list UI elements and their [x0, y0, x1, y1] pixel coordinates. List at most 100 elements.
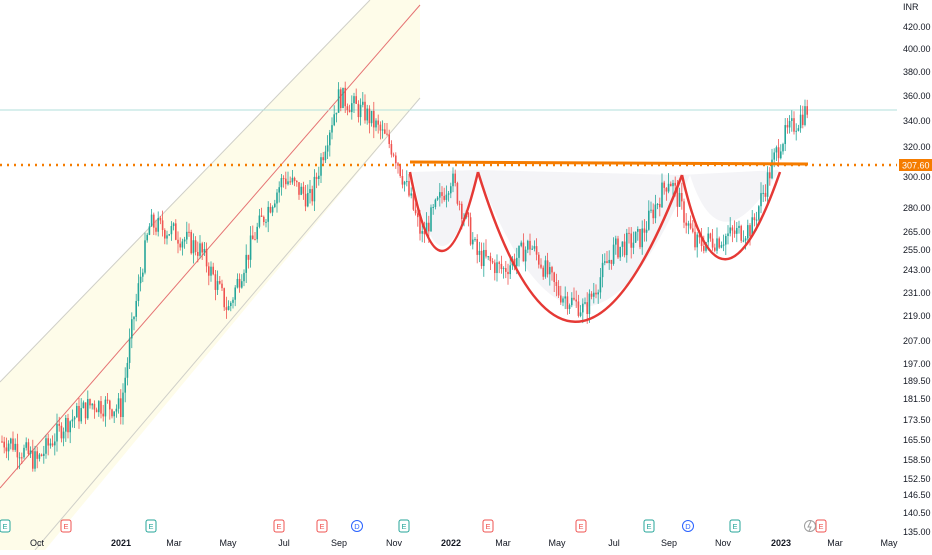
candle: [549, 262, 551, 286]
candle: [432, 203, 434, 215]
x-tick-label: Oct: [30, 538, 45, 548]
candle: [98, 400, 100, 417]
candle: [54, 433, 56, 456]
channel-mid-line: [0, 4, 421, 489]
candle: [267, 201, 269, 233]
event-marker[interactable]: E: [729, 519, 741, 533]
channel-lower-line: [34, 97, 421, 551]
head-curve: [476, 171, 684, 323]
candle: [498, 260, 500, 274]
candle: [353, 92, 355, 113]
candle: [489, 252, 492, 271]
candle: [793, 111, 795, 135]
candle: [1, 435, 3, 444]
candle: [579, 305, 582, 318]
event-marker[interactable]: E: [273, 519, 285, 533]
candle: [452, 167, 454, 193]
candle: [694, 223, 696, 251]
candle: [287, 171, 289, 186]
candle: [386, 123, 388, 136]
y-tick-label: 197.00: [903, 359, 931, 369]
candle: [23, 444, 25, 460]
candle: [546, 252, 549, 278]
y-tick-label: 360.00: [903, 91, 931, 101]
candle: [234, 285, 236, 307]
event-marker-label: E: [148, 522, 153, 531]
candle: [531, 245, 533, 251]
candle: [43, 445, 45, 464]
candle: [476, 234, 478, 264]
y-tick-label: 181.50: [903, 394, 931, 404]
event-marker-label: E: [2, 522, 7, 531]
event-marker[interactable]: D: [351, 520, 363, 532]
event-marker[interactable]: E: [643, 519, 655, 533]
candle: [689, 215, 692, 230]
x-tick-label: Jul: [278, 538, 290, 548]
event-marker-label: D: [685, 522, 691, 531]
candle: [307, 184, 309, 208]
candle: [16, 433, 19, 470]
candle: [381, 120, 384, 139]
candle: [298, 182, 300, 200]
event-marker[interactable]: E: [0, 519, 11, 533]
candle: [494, 259, 496, 281]
candle: [804, 99, 806, 127]
candle: [291, 170, 294, 185]
candle: [500, 255, 503, 274]
candle: [340, 87, 342, 112]
candle: [445, 185, 448, 208]
candle: [100, 395, 102, 419]
event-marker[interactable]: E: [482, 519, 494, 533]
candle: [27, 438, 30, 456]
candle: [331, 117, 333, 140]
x-tick-label: Sep: [661, 538, 677, 548]
event-marker[interactable]: E: [815, 519, 827, 533]
candle: [373, 101, 375, 139]
event-marker-label: E: [646, 522, 651, 531]
candle: [258, 208, 261, 229]
candle: [197, 241, 199, 263]
candle: [542, 265, 544, 280]
candle: [346, 103, 349, 116]
event-marker[interactable]: E: [145, 519, 157, 533]
candle: [265, 219, 267, 228]
candle: [355, 88, 357, 105]
candle: [749, 223, 751, 246]
event-marker[interactable]: D: [682, 520, 694, 532]
candle: [709, 232, 712, 242]
candle: [45, 434, 47, 459]
candle: [300, 183, 302, 196]
candle: [320, 153, 322, 184]
candle: [252, 225, 254, 240]
candle: [139, 267, 142, 292]
candle: [524, 246, 527, 272]
candle: [153, 212, 155, 236]
candle: [483, 242, 485, 277]
candle: [342, 87, 344, 109]
candle: [254, 231, 256, 241]
candle: [401, 169, 404, 189]
candle: [181, 238, 184, 256]
candle: [117, 392, 120, 414]
candle: [663, 180, 665, 195]
candle: [672, 179, 674, 196]
candle: [186, 221, 188, 245]
candle: [168, 233, 170, 237]
candle: [260, 207, 263, 217]
split-marker[interactable]: [804, 520, 816, 532]
candle: [62, 427, 65, 447]
event-marker[interactable]: E: [575, 519, 587, 533]
y-tick-label: 320.00: [903, 142, 931, 152]
candle: [368, 105, 371, 134]
candle: [604, 253, 606, 266]
candle: [441, 186, 443, 204]
event-marker[interactable]: E: [60, 519, 72, 533]
candle: [106, 393, 109, 404]
event-marker[interactable]: E: [316, 519, 328, 533]
event-marker-label: E: [401, 522, 406, 531]
candle: [661, 173, 663, 208]
event-marker[interactable]: E: [398, 519, 410, 533]
candle: [324, 145, 327, 163]
candle: [410, 187, 412, 199]
